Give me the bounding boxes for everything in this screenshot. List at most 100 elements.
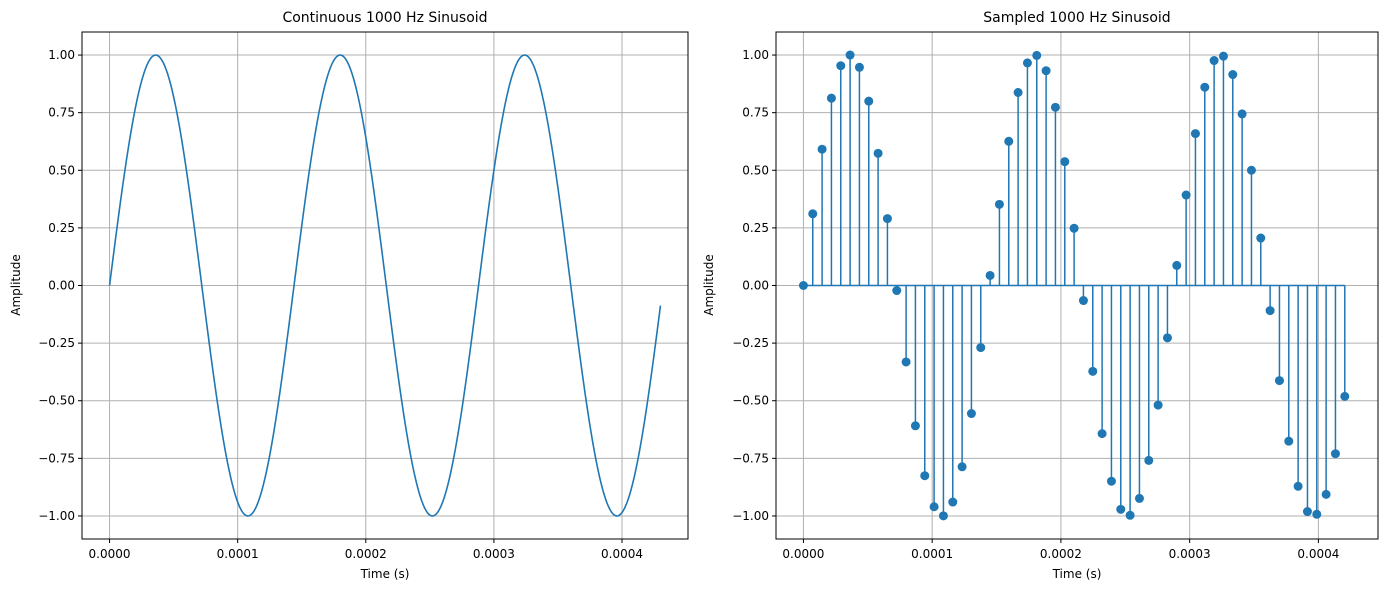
left-y-tick-label: −0.50 — [38, 394, 75, 408]
stem-marker — [1144, 455, 1154, 465]
left-chart-title: Continuous 1000 Hz Sinusoid — [282, 10, 487, 26]
right-y-ticks: 1.00 0.75 0.50 0.25 0.00 −0.25 −0.50 −0.75 −1.00 — [732, 48, 776, 523]
stem-marker — [1293, 481, 1303, 491]
stem-marker — [985, 270, 995, 280]
stem-marker — [1302, 507, 1312, 517]
left-y-tick-label: 0.00 — [48, 279, 75, 293]
stem-marker — [1032, 50, 1042, 60]
right-series — [798, 50, 1350, 521]
stem-marker — [1041, 66, 1051, 76]
continuous-sine-line — [108, 54, 662, 517]
stem-marker — [1200, 82, 1210, 92]
left-x-tick-label: 0.0003 — [473, 547, 515, 561]
left-x-tick-label: 0.0004 — [601, 547, 643, 561]
left-y-tick-label: 1.00 — [48, 48, 75, 62]
left-plot: Continuous 1000 Hz Sinusoid 0.0000 0.0001… — [9, 10, 689, 581]
stem-marker — [1134, 493, 1144, 503]
stem-marker — [798, 281, 808, 290]
stem-marker — [1050, 102, 1060, 112]
stem-marker — [976, 343, 986, 353]
stem-marker — [1209, 56, 1219, 66]
stem-marker — [1106, 476, 1116, 486]
right-y-tick-label: 0.50 — [742, 163, 769, 177]
stem-marker — [1088, 366, 1098, 376]
stem-marker — [1004, 136, 1014, 146]
stem-marker — [1172, 260, 1182, 270]
left-x-tick-label: 0.0001 — [217, 547, 259, 561]
right-y-tick-label: 0.00 — [742, 279, 769, 293]
right-y-tick-label: 0.75 — [742, 106, 769, 120]
stem-marker — [929, 502, 939, 512]
stem-marker — [966, 409, 976, 419]
stem-marker — [854, 62, 864, 72]
left-y-tick-label: 0.75 — [48, 106, 75, 120]
stem-marker — [1330, 449, 1340, 459]
left-y-tick-label: −0.75 — [38, 451, 75, 465]
stem-marker — [994, 199, 1004, 209]
stem-marker — [1237, 109, 1247, 119]
stem-marker — [948, 497, 958, 507]
stem-marker — [1125, 510, 1135, 520]
stem-marker — [864, 96, 874, 106]
stem-marker — [1153, 400, 1163, 410]
right-y-tick-label: −0.50 — [732, 394, 769, 408]
stem-marker — [957, 462, 967, 472]
stem-marker — [1321, 489, 1331, 499]
right-x-tick-label: 0.0002 — [1040, 547, 1082, 561]
stem-marker — [1078, 296, 1088, 306]
left-grid — [82, 32, 688, 539]
right-x-tick-label: 0.0000 — [782, 547, 824, 561]
stem-marker — [1265, 306, 1275, 316]
stem-marker — [1340, 391, 1350, 401]
left-y-ticks: 1.00 0.75 0.50 0.25 0.00 −0.25 −0.50 −0.75 −1.00 — [38, 48, 82, 523]
right-y-tick-label: −1.00 — [732, 509, 769, 523]
left-x-tick-label: 0.0002 — [345, 547, 387, 561]
right-y-tick-label: −0.25 — [732, 336, 769, 350]
right-y-tick-label: 0.25 — [742, 221, 769, 235]
stem-marker — [882, 214, 892, 224]
stem-marker — [892, 286, 902, 296]
stem-marker — [1228, 70, 1238, 80]
right-plot: Sampled 1000 Hz Sinusoid 0.0000 0.0001 0.0… — [702, 10, 1379, 581]
right-x-ticks: 0.0000 0.0001 0.0002 0.0003 0.0004 — [782, 539, 1339, 561]
stem-marker — [901, 357, 911, 367]
stem-marker — [1013, 88, 1023, 98]
left-x-axis-label: Time (s) — [360, 567, 410, 581]
right-x-axis-label: Time (s) — [1052, 567, 1102, 581]
stem-marker — [826, 93, 836, 103]
left-x-tick-label: 0.0000 — [89, 547, 131, 561]
right-x-tick-label: 0.0001 — [911, 547, 953, 561]
right-x-tick-label: 0.0004 — [1297, 547, 1339, 561]
left-y-axis-label: Amplitude — [9, 254, 23, 316]
stem-marker — [1190, 129, 1200, 139]
stem-marker — [1181, 190, 1191, 200]
stem-marker — [873, 148, 883, 158]
left-y-tick-label: −1.00 — [38, 509, 75, 523]
stem-marker — [1284, 436, 1294, 446]
left-x-ticks: 0.0000 0.0001 0.0002 0.0003 0.0004 — [89, 539, 643, 561]
left-y-tick-label: −0.25 — [38, 336, 75, 350]
stem-marker — [910, 421, 920, 431]
stem-marker — [808, 209, 818, 219]
stem-marker — [1274, 376, 1284, 386]
left-y-tick-label: 0.50 — [48, 163, 75, 177]
stem-marker — [1218, 51, 1228, 61]
stem-marker — [1162, 333, 1172, 343]
right-y-tick-label: 1.00 — [742, 48, 769, 62]
stem-marker — [1060, 157, 1070, 167]
stem-marker — [920, 471, 930, 481]
right-x-tick-label: 0.0003 — [1169, 547, 1211, 561]
stem-marker — [1116, 504, 1126, 514]
right-chart-title: Sampled 1000 Hz Sinusoid — [983, 10, 1170, 26]
stem-marker — [817, 144, 827, 154]
stem-marker — [1069, 223, 1079, 233]
stem-marker — [1312, 509, 1322, 519]
stem-marker — [845, 50, 855, 60]
left-series — [108, 54, 662, 517]
stem-marker — [938, 511, 948, 521]
stem-marker — [1246, 165, 1256, 175]
stem-marker — [836, 61, 846, 71]
right-y-axis-label: Amplitude — [702, 254, 716, 316]
